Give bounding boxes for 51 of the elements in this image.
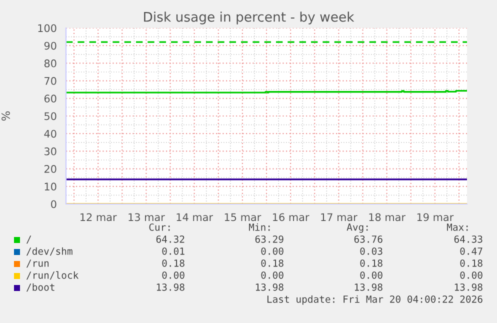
x-tick-label: 18 mar	[369, 213, 406, 222]
text: 13.98	[256, 283, 284, 291]
chart-title: Disk usage in percent - by week	[144, 12, 354, 24]
y-tick-label: 60	[44, 94, 56, 103]
text: Min:	[248, 223, 270, 231]
text: 0.18	[460, 259, 482, 267]
text: 0.00	[162, 271, 184, 279]
text: Max:	[446, 224, 468, 231]
y-tick-label: 50	[44, 112, 56, 120]
y-tick-label: 40	[44, 130, 56, 138]
x-tick-label: 13 mar	[128, 213, 165, 222]
text: 0.00	[360, 271, 382, 279]
legend-label: /dev/shm	[26, 247, 72, 256]
y-tick-label: 30	[44, 147, 56, 156]
text: 0.00	[261, 247, 284, 255]
text: 0.18	[162, 259, 184, 267]
text: 0.18	[360, 259, 382, 267]
x-tick-label: 16 mar	[273, 213, 310, 222]
text: 0.18	[261, 259, 284, 267]
text: 0.00	[261, 271, 284, 279]
x-tick-label: 12 mar	[80, 213, 117, 222]
y-tick-label: 10	[44, 182, 56, 191]
legend-label: /run/lock	[26, 271, 79, 280]
text: 63.29	[255, 235, 284, 243]
x-tick-label: 15 mar	[224, 213, 262, 222]
text: 13.98	[156, 283, 184, 291]
x-tick-label: 14 mar	[176, 213, 214, 222]
y-axis-title: %	[2, 111, 10, 121]
y-tick-label: 90	[44, 42, 56, 50]
x-tick-label: 19 mar	[417, 213, 454, 222]
text: 0.00	[460, 271, 482, 279]
y-tick-label: 80	[44, 59, 56, 68]
legend-label: /boot	[26, 283, 54, 292]
text: 64.32	[156, 235, 184, 243]
text: Last update: Fri Mar 20 04:00:22 2026	[267, 295, 482, 305]
text: 0.01	[162, 247, 184, 255]
x-tick-label: 17 mar	[321, 213, 358, 222]
text: 13.98	[354, 283, 382, 291]
text: 13.98	[454, 283, 482, 291]
text: Cur:	[149, 223, 170, 231]
y-tick-label: 20	[44, 165, 56, 173]
text: 0.47	[460, 247, 482, 255]
text: 0.03	[360, 247, 382, 255]
y-tick-label: 70	[44, 77, 56, 85]
legend-label: /run	[26, 260, 49, 268]
legend-label: /	[26, 236, 32, 244]
text: Avg:	[346, 224, 368, 233]
y-tick-label: 0	[51, 200, 56, 208]
y-tick-label: 100	[38, 24, 56, 32]
text: 63.76	[354, 235, 382, 243]
text: 64.33	[454, 235, 482, 243]
